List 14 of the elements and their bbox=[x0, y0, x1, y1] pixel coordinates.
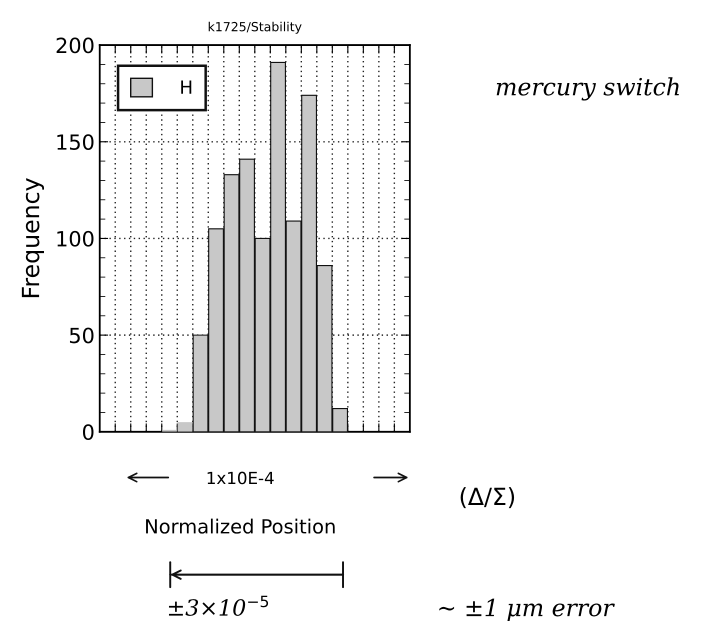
chart-title: k1725/Stability bbox=[208, 22, 302, 34]
text: ~ ±1 μm error bbox=[439, 598, 615, 622]
y-tick-label: 150 bbox=[57, 134, 94, 150]
text: ±3×10$^{−5}$ bbox=[168, 596, 268, 616]
y-axis-title: Frequency bbox=[22, 178, 44, 298]
y-tick-label: 100 bbox=[57, 230, 94, 247]
text: 1x10E-4 bbox=[208, 472, 274, 484]
text: (Δ/Σ) bbox=[460, 487, 514, 508]
y-tick-label: 0 bbox=[82, 424, 94, 440]
y-tick-label: 50 bbox=[70, 328, 94, 344]
y-tick-label: 200 bbox=[56, 38, 94, 54]
legend-label: H bbox=[181, 80, 192, 94]
x-axis-title: Normalized Position bbox=[146, 518, 335, 534]
text: mercury switch bbox=[496, 77, 679, 100]
